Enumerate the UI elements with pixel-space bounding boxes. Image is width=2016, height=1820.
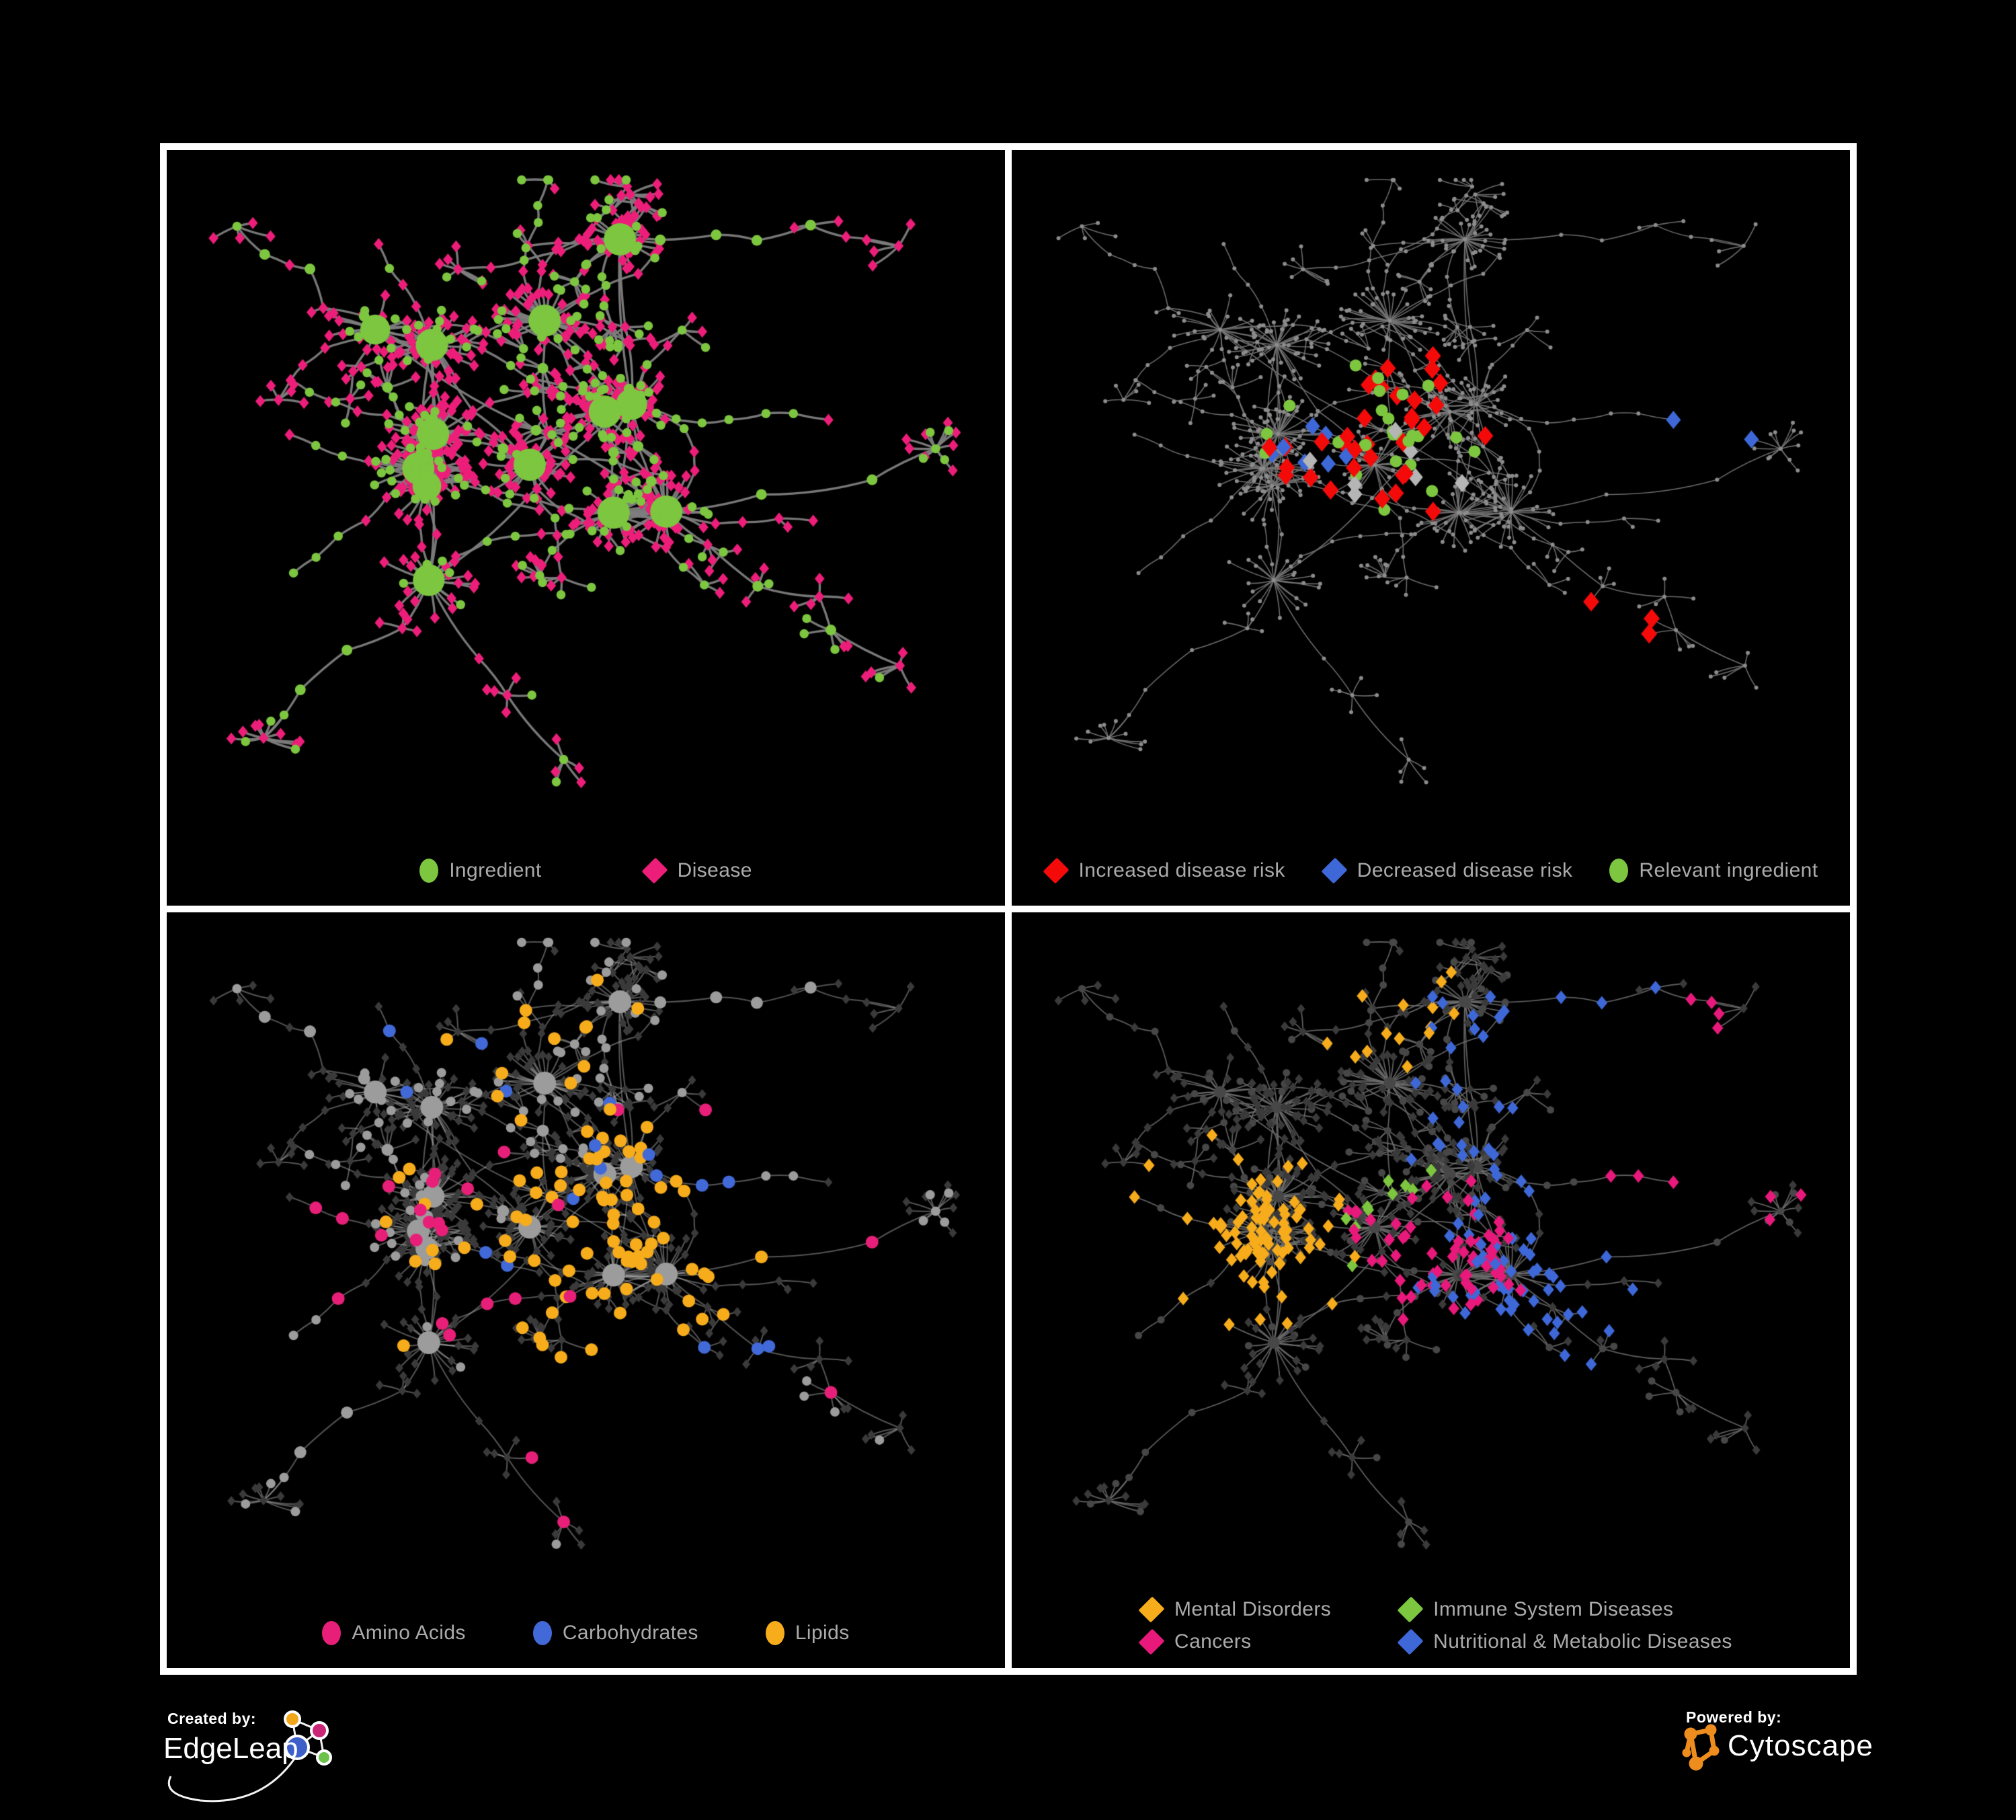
network-canvas-disease-risk	[1012, 150, 1850, 906]
legend-item: Relevant ingredient	[1609, 859, 1818, 883]
network-canvas-nutrient-class	[167, 912, 1005, 1668]
legend-label: Cancers	[1174, 1630, 1252, 1653]
legend-item: Cancers	[1138, 1628, 1331, 1655]
powered-by-label: Powered by:	[1686, 1708, 1782, 1726]
cytoscape-wordmark: Cytoscape	[1728, 1729, 1873, 1762]
legend-item: Ingredient	[419, 859, 541, 883]
legend-disease-category: Mental Disorders Immune System Diseases Ca…	[1012, 1596, 1850, 1655]
legend-label: Immune System Diseases	[1433, 1598, 1674, 1620]
legend-label: Increased disease risk	[1078, 859, 1285, 881]
amino-acids-circle-icon	[322, 1621, 341, 1645]
legend-nutrient-class: Amino Acids Carbohydrates Lipids	[167, 1621, 1005, 1645]
legend-label: Lipids	[795, 1622, 850, 1644]
legend-label: Carbohydrates	[562, 1622, 698, 1644]
network-canvas-disease-category	[1012, 912, 1850, 1668]
legend-item: Disease	[641, 857, 752, 884]
carbohydrates-circle-icon	[532, 1621, 552, 1645]
legend-label: Ingredient	[449, 859, 542, 881]
legend-item: Carbohydrates	[532, 1621, 698, 1645]
decreased-risk-diamond-icon	[1321, 857, 1348, 884]
legend-item: Lipids	[765, 1621, 850, 1645]
created-by-label: Created by:	[167, 1710, 257, 1727]
nutritional-metabolic-diamond-icon	[1397, 1628, 1424, 1655]
increased-risk-diamond-icon	[1043, 857, 1069, 884]
lipids-circle-icon	[765, 1621, 784, 1645]
legend-label: Disease	[677, 859, 752, 881]
legend-disease-risk: Increased disease risk Decreased disease …	[1012, 857, 1850, 884]
disease-diamond-icon	[641, 857, 668, 884]
ingredient-circle-icon	[419, 859, 439, 883]
legend-ingredient-disease: Ingredient Disease	[167, 857, 1005, 884]
panel-grid: Ingredient Disease Increased disease risk…	[160, 143, 1857, 1675]
edgeleap-logo-icon	[167, 1710, 332, 1803]
legend-item: Nutritional & Metabolic Diseases	[1397, 1628, 1732, 1655]
legend-item: Immune System Diseases	[1397, 1596, 1732, 1623]
legend-item: Increased disease risk	[1043, 857, 1285, 884]
panel-nutrient-class: Amino Acids Carbohydrates Lipids	[167, 912, 1005, 1668]
mental-disorders-diamond-icon	[1138, 1596, 1165, 1623]
legend-label: Relevant ingredient	[1639, 859, 1818, 881]
network-canvas-ingredient-disease	[167, 150, 1005, 906]
panel-ingredient-disease: Ingredient Disease	[167, 150, 1005, 906]
cancers-diamond-icon	[1138, 1628, 1165, 1655]
legend-item: Mental Disorders	[1138, 1596, 1332, 1623]
relevant-ingredient-circle-icon	[1609, 859, 1629, 883]
legend-label: Decreased disease risk	[1357, 859, 1573, 881]
cytoscape-logo-icon	[1682, 1724, 1720, 1771]
legend-item: Amino Acids	[322, 1621, 465, 1645]
panel-disease-risk: Increased disease risk Decreased disease …	[1012, 150, 1850, 906]
legend-label: Nutritional & Metabolic Diseases	[1433, 1630, 1732, 1653]
edgeleap-wordmark: EdgeLeap	[163, 1732, 298, 1765]
panel-disease-category: Mental Disorders Immune System Diseases Ca…	[1012, 912, 1850, 1668]
legend-item: Decreased disease risk	[1321, 857, 1573, 884]
immune-system-diamond-icon	[1397, 1596, 1424, 1623]
legend-label: Mental Disorders	[1174, 1598, 1332, 1620]
legend-label: Amino Acids	[352, 1622, 466, 1644]
